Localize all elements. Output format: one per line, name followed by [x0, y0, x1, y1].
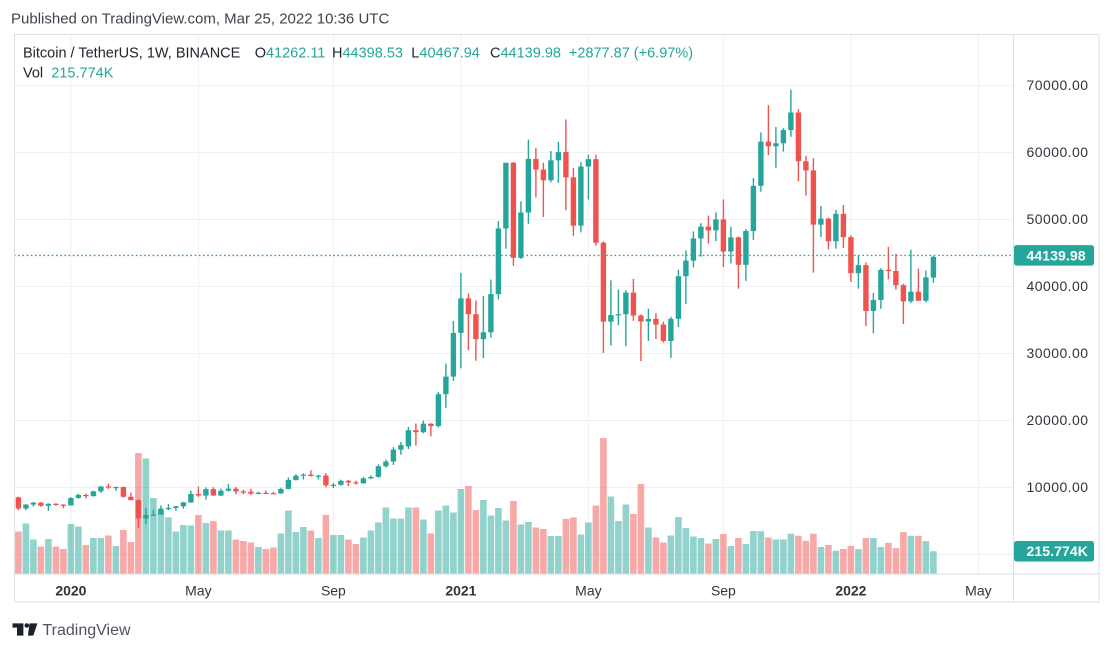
svg-text:70000.00: 70000.00: [1027, 77, 1089, 93]
svg-text:215.774K: 215.774K: [1027, 543, 1089, 559]
svg-text:30000.00: 30000.00: [1027, 345, 1089, 361]
svg-text:Sep: Sep: [711, 583, 736, 599]
svg-text:44139.98: 44139.98: [1027, 248, 1086, 264]
svg-text:60000.00: 60000.00: [1027, 144, 1089, 160]
svg-text:+2877.87 (+6.97%): +2877.87 (+6.97%): [569, 46, 693, 62]
svg-text:2022: 2022: [835, 583, 866, 599]
svg-text:50000.00: 50000.00: [1027, 211, 1089, 227]
svg-text:C44139.98: C44139.98: [490, 46, 561, 62]
svg-text:10000.00: 10000.00: [1027, 479, 1089, 495]
svg-text:20000.00: 20000.00: [1027, 412, 1089, 428]
svg-text:O41262.11: O41262.11: [255, 46, 326, 62]
svg-text:TradingView: TradingView: [43, 622, 131, 639]
svg-text:Vol: Vol: [23, 66, 43, 82]
svg-text:Sep: Sep: [321, 583, 346, 599]
svg-text:2020: 2020: [55, 583, 86, 599]
svg-text:2021: 2021: [445, 583, 476, 599]
svg-text:H44398.53: H44398.53: [332, 46, 403, 62]
svg-text:L40467.94: L40467.94: [411, 46, 480, 62]
svg-text:Bitcoin / TetherUS, 1W, BINANC: Bitcoin / TetherUS, 1W, BINANCE: [23, 46, 241, 62]
svg-text:May: May: [185, 583, 211, 599]
svg-text:40000.00: 40000.00: [1027, 278, 1089, 294]
svg-text:May: May: [575, 583, 601, 599]
svg-text:215.774K: 215.774K: [51, 66, 113, 82]
svg-text:Published on TradingView.com,: Published on TradingView.com, Mar 25, 20…: [11, 11, 389, 28]
svg-text:May: May: [965, 583, 991, 599]
